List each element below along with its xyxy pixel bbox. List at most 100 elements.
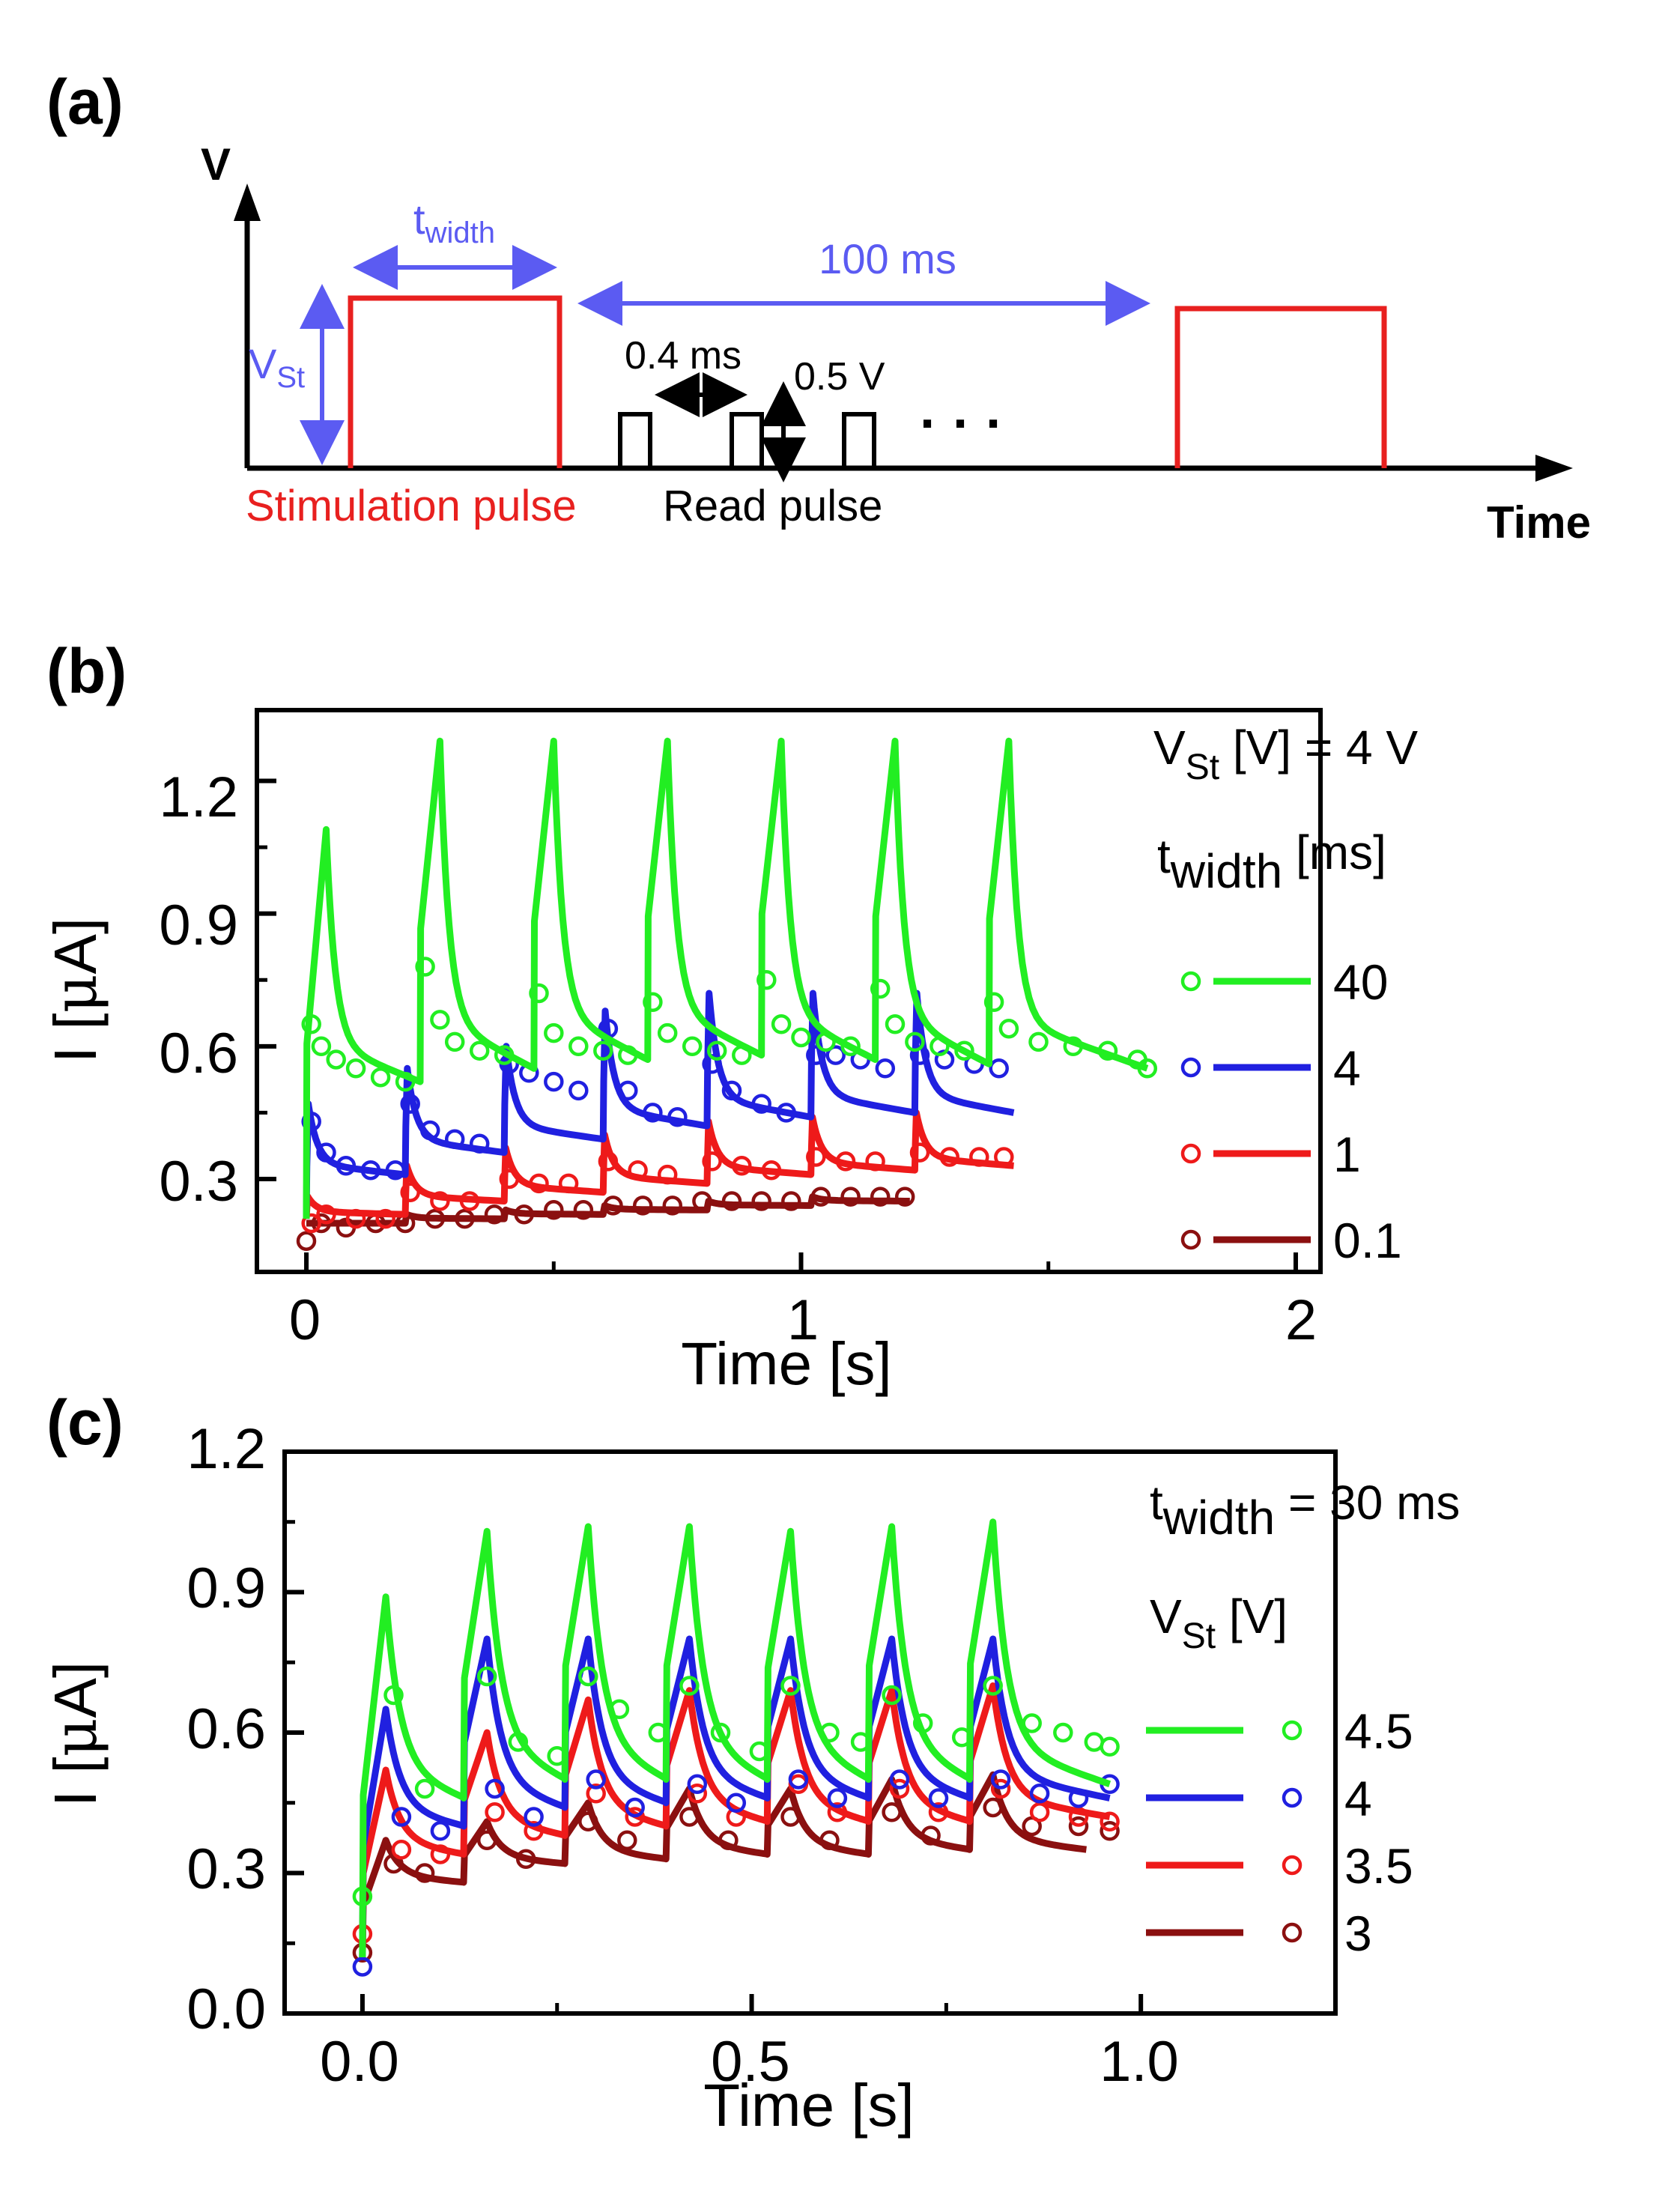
v-st-label: VSt [249, 340, 305, 394]
data-point-c-4.5-13 [819, 1722, 840, 1743]
data-point-c-3-8 [718, 1830, 739, 1851]
data-point-b-40-17 [657, 1022, 678, 1043]
fit-line-b-40 [303, 737, 1149, 1219]
panel-c-ticks [285, 1449, 1144, 2016]
data-point-c-3-12 [921, 1825, 941, 1846]
data-point-b-40-21 [756, 969, 777, 990]
data-point-c-4.5-22 [1100, 1736, 1120, 1757]
data-point-b-1-9 [558, 1173, 579, 1194]
data-point-b-40-7 [430, 1010, 450, 1030]
legend-item-c-4.5: 4.5 [1146, 1703, 1413, 1759]
data-point-b-4-8 [469, 1133, 490, 1154]
data-point-c-3-9 [780, 1807, 801, 1827]
fit-line-b-0.1 [303, 1193, 910, 1227]
data-point-b-40-8 [444, 1031, 465, 1052]
legend-item-b-40: 40 [1180, 954, 1388, 1010]
panel-c-legend: 4.5 4 3.5 3 [1146, 1703, 1413, 1961]
b-xtick-2: 2 [1285, 1288, 1317, 1352]
b-ytick-2: 0.9 [159, 894, 238, 957]
legend-marker [1180, 971, 1201, 992]
period-label: 100 ms [819, 235, 956, 282]
data-point-b-4-18 [721, 1080, 742, 1101]
data-point-b-40-31 [983, 992, 1004, 1013]
data-point-c-3-11 [882, 1802, 902, 1822]
data-point-b-4-16 [667, 1107, 688, 1127]
stimulation-pulse-1 [348, 295, 562, 468]
x-axis-arrowhead-icon [1535, 455, 1573, 482]
data-point-c-4.5-12 [780, 1676, 801, 1696]
data-point-c-3.5-14 [1029, 1802, 1050, 1822]
data-point-b-4-12 [568, 1080, 589, 1101]
data-point-c-4.5-8 [648, 1722, 669, 1743]
data-point-c-4-11 [889, 1769, 910, 1790]
data-point-c-3-4 [515, 1849, 536, 1870]
legend-marker [1282, 1787, 1303, 1808]
data-point-c-3.5-3 [485, 1802, 505, 1822]
data-point-b-40-10 [494, 1045, 515, 1065]
data-point-b-40-22 [771, 1014, 792, 1034]
data-point-c-4-15 [1068, 1788, 1089, 1808]
data-point-c-4-9 [788, 1769, 809, 1790]
data-point-b-1-11 [628, 1160, 648, 1181]
data-point-b-1-14 [732, 1156, 752, 1176]
panel-a-y-label: V [201, 139, 231, 190]
data-point-c-4.5-1 [383, 1685, 404, 1706]
data-point-b-4-21 [806, 1045, 826, 1065]
data-point-b-1-12 [657, 1164, 678, 1185]
data-point-b-4-7 [444, 1129, 465, 1150]
b-ytick-1: 0.6 [159, 1022, 238, 1085]
data-point-b-4-14 [618, 1080, 638, 1101]
data-point-b-1-10 [598, 1151, 619, 1172]
data-point-c-4.5-5 [547, 1746, 567, 1766]
b-ytick-0: 0.3 [159, 1150, 238, 1213]
data-point-c-3.5-8 [726, 1807, 747, 1827]
data-point-b-0.1-5 [425, 1208, 446, 1229]
data-point-b-40-0 [301, 1014, 321, 1034]
data-point-b-4-5 [400, 1094, 420, 1114]
data-point-c-4-6 [625, 1797, 645, 1818]
data-point-c-4.5-6 [578, 1666, 598, 1687]
series-c-4 [352, 1635, 1120, 1977]
data-point-b-0.1-12 [632, 1196, 653, 1216]
data-point-c-3.5-2 [430, 1844, 451, 1864]
data-point-c-4.5-2 [414, 1778, 435, 1799]
read-pulse-3 [842, 412, 876, 468]
data-point-b-40-18 [682, 1036, 703, 1057]
data-point-c-3.5-13 [990, 1778, 1011, 1799]
data-point-b-40-15 [618, 1045, 638, 1065]
legend-marker [1282, 1922, 1303, 1943]
data-point-c-4.5-17 [951, 1727, 972, 1748]
data-point-b-40-23 [791, 1027, 811, 1048]
c-ytick-0: 0.0 [187, 1978, 266, 2041]
data-point-c-3-13 [983, 1797, 1003, 1818]
panel-b-legend: 40 4 1 0.1 [1180, 954, 1402, 1268]
data-point-c-4.5-3 [476, 1666, 497, 1687]
more-pulses-ellipsis: · · · [920, 394, 1004, 454]
series-c-3.5 [352, 1682, 1120, 1958]
stimulation-pulse-2 [1174, 306, 1387, 468]
data-point-b-40-32 [998, 1018, 1019, 1039]
data-point-b-1-5 [430, 1191, 450, 1211]
data-point-b-40-12 [544, 1022, 564, 1043]
legend-item-c-3.5: 3.5 [1146, 1838, 1413, 1894]
series-c-4.5 [352, 1518, 1120, 1958]
data-point-c-4.5-0 [352, 1886, 373, 1907]
b-xtick-1: 1 [787, 1288, 819, 1352]
data-point-b-1-8 [529, 1173, 549, 1194]
data-point-c-3.5-6 [625, 1807, 645, 1827]
data-point-b-0.1-14 [692, 1191, 712, 1211]
legend-item-c-4: 4 [1146, 1771, 1372, 1826]
data-point-b-40-1 [311, 1036, 332, 1057]
data-point-b-0.1-11 [603, 1196, 623, 1216]
c-xtick-2: 1.0 [1100, 2030, 1179, 2094]
legend-marker [1180, 1229, 1201, 1250]
data-point-c-4.5-20 [1053, 1722, 1073, 1743]
c-ytick-1: 0.3 [187, 1837, 266, 1901]
data-point-b-40-30 [954, 1040, 974, 1061]
data-point-b-1-4 [400, 1182, 420, 1202]
legend-label: 4.5 [1344, 1703, 1413, 1759]
data-point-b-1-0 [301, 1213, 321, 1234]
data-point-b-0.1-16 [751, 1191, 771, 1211]
data-point-c-4-7 [687, 1774, 708, 1795]
read-pulse-2 [730, 412, 764, 468]
